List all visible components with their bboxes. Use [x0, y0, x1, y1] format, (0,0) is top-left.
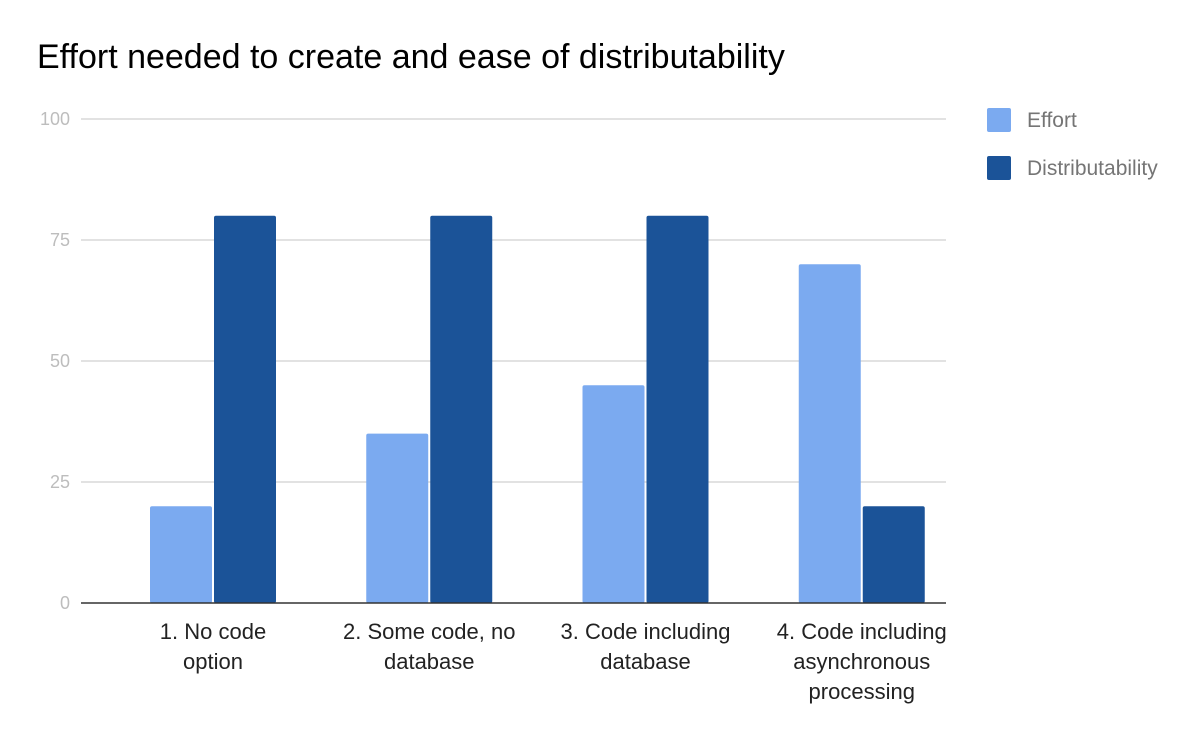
bar-distributability-1	[214, 215, 276, 604]
bar-effort-1	[150, 506, 212, 603]
x-category-label-line: option	[183, 649, 243, 674]
y-tick-label: 75	[50, 230, 70, 250]
y-tick-label: 100	[40, 109, 70, 129]
y-tick-label: 50	[50, 351, 70, 371]
x-category-label: 2. Some code, no database	[343, 619, 515, 674]
legend-label-effort: Effort	[1027, 109, 1077, 132]
legend-swatch-distributability	[987, 156, 1011, 180]
bar-effort-3	[582, 385, 645, 603]
bars	[150, 215, 925, 604]
chart-title: Effort needed to create and ease of dist…	[37, 38, 785, 76]
x-category-label-line: 3. Code including	[560, 619, 730, 644]
x-category-label: 3. Code including database	[560, 619, 730, 674]
bar-effort-4	[798, 264, 861, 603]
x-category-label-line: 2. Some code, no	[343, 619, 515, 644]
y-tick-label: 25	[50, 472, 70, 492]
bar-distributability-2	[430, 215, 493, 604]
x-category-label-line: 4. Code including	[777, 619, 947, 644]
legend-swatch-effort	[987, 108, 1011, 132]
x-category-label-line: asynchronous	[793, 649, 930, 674]
x-category-label-line: 1. No code	[160, 619, 266, 644]
bar-distributability-4	[862, 506, 925, 603]
x-category-label-line: processing	[809, 679, 915, 704]
x-category-label: 1. No code option	[160, 619, 266, 674]
x-category-label-line: database	[600, 649, 691, 674]
y-tick-label: 0	[60, 593, 70, 613]
legend: Effort Distributability	[987, 108, 1158, 180]
bar-distributability-3	[646, 215, 709, 604]
x-category-label: 4. Code including asynchronous processing	[777, 619, 947, 704]
axis-labels: 0 25 50 75 100 1. No code option 2. Some code, …	[40, 109, 947, 704]
legend-label-distributability: Distributability	[1027, 157, 1158, 180]
bar-effort-2	[366, 433, 429, 603]
x-category-label-line: database	[384, 649, 475, 674]
